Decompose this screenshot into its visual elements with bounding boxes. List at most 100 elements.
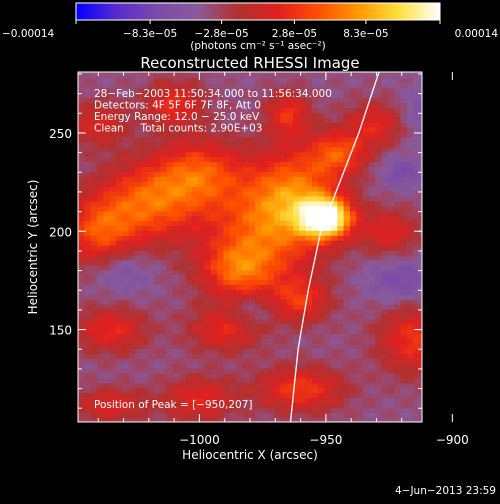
heatmap-cell (324, 264, 332, 271)
heatmap-cell (153, 249, 161, 256)
heatmap-cell (375, 210, 383, 217)
heatmap-cell (217, 417, 225, 422)
heatmap-cell (381, 333, 389, 340)
heatmap-cell (324, 377, 332, 384)
heatmap-cell (84, 363, 92, 369)
heatmap-cell (122, 417, 130, 422)
heatmap-cell (179, 127, 187, 133)
heatmap-cell (419, 181, 422, 187)
heatmap-cell (394, 279, 402, 285)
heatmap-cell (109, 166, 117, 172)
heatmap-cell (78, 112, 85, 118)
heatmap-cell (419, 367, 422, 374)
heatmap-cell (166, 82, 174, 89)
heatmap-cell (210, 186, 218, 192)
heatmap-cell (134, 82, 142, 89)
heatmap-cell (406, 240, 414, 246)
heatmap-cell (90, 151, 98, 158)
heatmap-cell (122, 220, 130, 226)
heatmap-cell (406, 136, 414, 143)
heatmap-cell (311, 279, 319, 285)
heatmap-cell (223, 141, 231, 148)
heatmap-cell (134, 284, 142, 290)
heatmap-cell (115, 254, 123, 261)
heatmap-cell (318, 417, 326, 422)
heatmap-cell (286, 304, 294, 310)
heatmap-cell (419, 186, 422, 192)
heatmap-cell (236, 112, 244, 118)
heatmap-cell (349, 166, 357, 172)
heatmap-cell (274, 289, 281, 295)
heatmap-cell (375, 240, 383, 246)
heatmap-cell (255, 397, 262, 403)
heatmap-cell (375, 107, 383, 113)
heatmap-cell (362, 328, 370, 335)
heatmap-cell (179, 195, 187, 202)
heatmap-cell (267, 215, 275, 222)
heatmap-cell (343, 151, 351, 158)
heatmap-cell (166, 87, 174, 94)
heatmap-cell (337, 264, 345, 271)
heatmap-cell (387, 353, 395, 359)
heatmap-cell (293, 82, 300, 89)
heatmap-cell (90, 387, 98, 394)
heatmap-cell (293, 289, 300, 295)
heatmap-cell (223, 240, 231, 246)
heatmap-cell (160, 338, 168, 344)
heatmap-cell (109, 343, 117, 349)
heatmap-cell (406, 225, 414, 231)
heatmap-cell (400, 156, 408, 163)
heatmap-cell (223, 72, 231, 74)
heatmap-cell (330, 348, 338, 354)
heatmap-cell (387, 136, 395, 143)
heatmap-cell (387, 186, 395, 192)
heatmap-cell (255, 249, 262, 256)
heatmap-cell (217, 72, 225, 79)
heatmap-cell (115, 77, 123, 84)
heatmap-cell (236, 259, 244, 266)
heatmap-cell (255, 156, 262, 163)
heatmap-cell (349, 343, 357, 349)
heatmap-cell (172, 190, 180, 197)
heatmap-cell (115, 190, 123, 197)
heatmap-cell (217, 353, 225, 359)
heatmap-cell (84, 186, 92, 192)
heatmap-cell (368, 382, 376, 389)
heatmap-cell (293, 274, 300, 281)
heatmap-cell (179, 387, 187, 394)
heatmap-cell (419, 190, 422, 197)
heatmap-cell (210, 72, 218, 74)
heatmap-cell (362, 417, 370, 422)
heatmap-cell (90, 348, 98, 354)
heatmap-cell (229, 294, 237, 300)
heatmap-cell (103, 348, 111, 354)
heatmap-cell (185, 131, 193, 138)
heatmap-cell (103, 136, 111, 143)
heatmap-cell (242, 72, 250, 74)
heatmap-cell (387, 382, 395, 389)
heatmap-cell (172, 333, 180, 340)
heatmap-cell (128, 107, 136, 113)
heatmap-cell (223, 289, 231, 295)
heatmap-cell (387, 102, 395, 108)
heatmap-cell (400, 328, 408, 335)
heatmap-cell (103, 102, 111, 108)
heatmap-cell (356, 195, 364, 202)
heatmap-cell (179, 77, 187, 84)
heatmap-cell (166, 358, 174, 364)
heatmap-cell (134, 240, 142, 246)
heatmap-cell (78, 156, 85, 163)
heatmap-cell (160, 284, 168, 290)
heatmap-cell (375, 136, 383, 143)
heatmap-cell (160, 200, 168, 207)
heatmap-cell (381, 161, 389, 167)
heatmap-cell (115, 264, 123, 271)
heatmap-cell (406, 156, 414, 163)
heatmap-cell (141, 402, 149, 408)
heatmap-cell (78, 274, 85, 281)
heatmap-cell (406, 230, 414, 236)
heatmap-cell (115, 333, 123, 340)
heatmap-cell (330, 412, 338, 418)
heatmap-cell (274, 102, 281, 108)
heatmap-cell (242, 304, 250, 310)
